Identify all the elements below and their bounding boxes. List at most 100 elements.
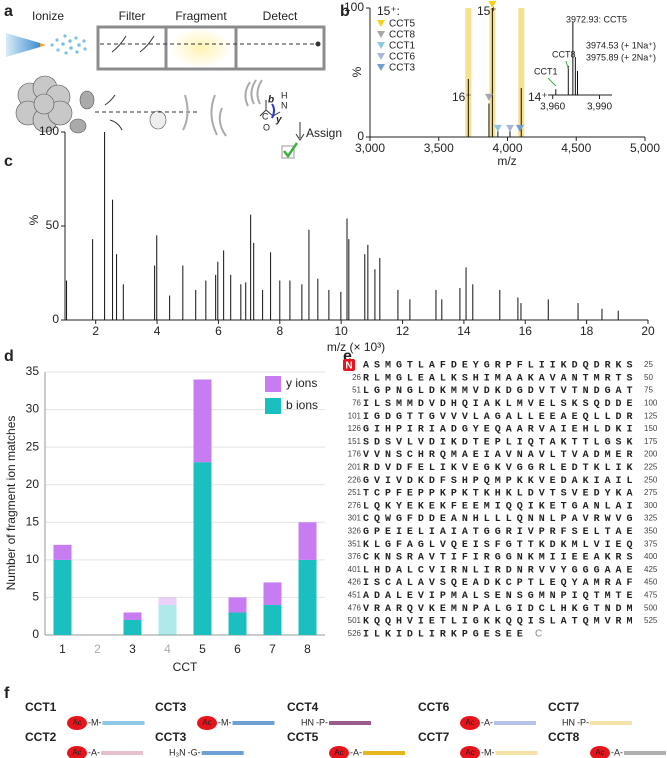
- legend-label: CCT8: [389, 30, 416, 41]
- row-start: 401: [348, 565, 362, 574]
- bar-segment: [228, 597, 247, 613]
- x-axis-label: m/z: [497, 154, 516, 168]
- x-tick-label: 3,500: [424, 141, 454, 155]
- mod-name: CCT1: [25, 700, 57, 714]
- sequence-row: TCPFEPPKPKTKHKLDVTSVEDYKA: [363, 489, 638, 500]
- row-end: 200: [644, 450, 658, 459]
- row-start: 251: [348, 488, 362, 497]
- filter-arrow: [111, 35, 155, 53]
- row-end: 25: [644, 360, 653, 369]
- mod-name: CCT6: [418, 700, 450, 714]
- legend-label: CCT3: [389, 63, 416, 74]
- protein-complex: [15, 75, 73, 133]
- acetyl-cap: [460, 716, 480, 730]
- highlight-band: [518, 8, 525, 137]
- legend-swatch: [265, 376, 281, 392]
- sequence-row: ADALEVIPMALSENSGMNPIQTMTE: [363, 591, 638, 602]
- sequence-row: CKNSRAVTIFIRGGNKMIIEEAKRS: [363, 553, 638, 564]
- acetyl-cap: [67, 716, 87, 730]
- emitter: [6, 33, 40, 57]
- y-tick-label: 100: [39, 124, 59, 138]
- residue: -P-: [577, 717, 589, 727]
- sequence-row: GIHPIRIADGYEQAARVAIEHLDKI: [363, 425, 638, 436]
- bar-segment: [263, 604, 282, 635]
- row-end: 500: [644, 603, 658, 612]
- chain-bar: [590, 721, 632, 725]
- annotation: 3974.53 (+ 1Na⁺): [586, 40, 656, 50]
- cap-label: Ac: [202, 718, 211, 727]
- ion-label: b: [268, 95, 274, 106]
- bar-segment: [53, 544, 72, 560]
- y-tick-label: 25: [26, 439, 40, 453]
- marker: [484, 93, 493, 101]
- y-axis-label: %: [27, 214, 41, 225]
- mod-name: CCT4: [287, 700, 319, 714]
- y-tick-label: 20: [26, 477, 40, 491]
- mod-name: CCT7: [548, 700, 580, 714]
- sequence-row: RLMGLEALKSHIMAAKAVANTMRTS: [363, 373, 638, 384]
- acetyl-cap: [460, 746, 480, 758]
- residue: -M-: [481, 747, 495, 757]
- sequence-row: VVNSCHRQMAEIAVNAVLTVADMER: [363, 450, 638, 461]
- sequence-row: IGDGTTGVVVLAGALLEEAEQLLDR: [363, 412, 638, 423]
- legend-swatch: [377, 53, 385, 60]
- residue: -A-: [88, 747, 100, 757]
- cap-label: HN: [562, 717, 575, 727]
- marker: [493, 124, 502, 132]
- legend-label: CCT6: [389, 52, 416, 63]
- legend-swatch: [265, 398, 281, 414]
- sequence-row: VRARQVKEMNPALGIDCLHKGTNDM: [363, 604, 638, 615]
- x-tick-label: 4,500: [561, 141, 591, 155]
- y-tick-label: 10: [26, 552, 40, 566]
- residue: -A-: [611, 747, 623, 757]
- bar-segment: [263, 582, 282, 605]
- chain-bar: [624, 751, 666, 755]
- step-label: Detect: [263, 9, 298, 23]
- annotation: CCT8: [552, 49, 576, 59]
- row-end: 175: [644, 437, 658, 446]
- row-start: 176: [348, 450, 362, 459]
- atom-label: N: [281, 100, 288, 110]
- x-tick-label: 6: [215, 324, 222, 338]
- x-tick-label: 8: [276, 324, 283, 338]
- sequence-row: ISCALAVSQEADKCPTLEQYAMRAF: [363, 578, 638, 589]
- x-tick-label: 2: [92, 324, 99, 338]
- marker: [488, 1, 497, 8]
- assign-arrowhead: [295, 133, 305, 141]
- sequence-row: ASMGTLAFDEYGRPFLIIKDQDRKS: [363, 361, 638, 372]
- assign-label: Assign: [306, 126, 342, 140]
- row-end: 375: [644, 539, 658, 548]
- sequence-row: ILSMMDVDHQIAKLMVELSKSQDDE: [363, 399, 638, 410]
- detector-point: [315, 41, 321, 47]
- x-tick-label: 4: [164, 642, 171, 656]
- row-start: 526: [348, 629, 362, 638]
- residue: -M-: [218, 717, 232, 727]
- chain-bar: [102, 721, 145, 725]
- y-axis-label: %: [350, 66, 364, 77]
- x-tick-label: 3,960: [540, 102, 565, 113]
- x-tick-label: 16: [519, 324, 533, 338]
- row-start: 226: [348, 475, 362, 484]
- row-start: 151: [348, 437, 362, 446]
- chain-bar: [201, 751, 244, 755]
- n-term-box: [343, 359, 355, 371]
- bar-segment: [158, 604, 177, 635]
- x-tick-label: 14: [457, 324, 471, 338]
- cap-label: Ac: [72, 718, 81, 727]
- chain-bar: [101, 751, 143, 755]
- mod-name: CCT3: [155, 730, 187, 744]
- sequence-row: LGPNGLDKMMVDKDGDVTVTNDGAT: [363, 386, 638, 397]
- y-tick-label: 0: [52, 312, 59, 326]
- sequence-row: CQWGFDDEANHLLLQNNLPAVRWVG: [363, 514, 638, 525]
- instrument-box: [96, 25, 326, 71]
- x-tick-label: 3,990: [587, 102, 612, 113]
- row-start: 276: [348, 501, 362, 510]
- row-end: 150: [644, 424, 658, 433]
- row-end: 300: [644, 501, 658, 510]
- annotation: 14⁺: [528, 90, 548, 104]
- chain-bar: [363, 751, 405, 755]
- row-start: 376: [348, 552, 362, 561]
- y-tick-label: 35: [26, 364, 40, 378]
- mod-name: CCT7: [418, 730, 450, 744]
